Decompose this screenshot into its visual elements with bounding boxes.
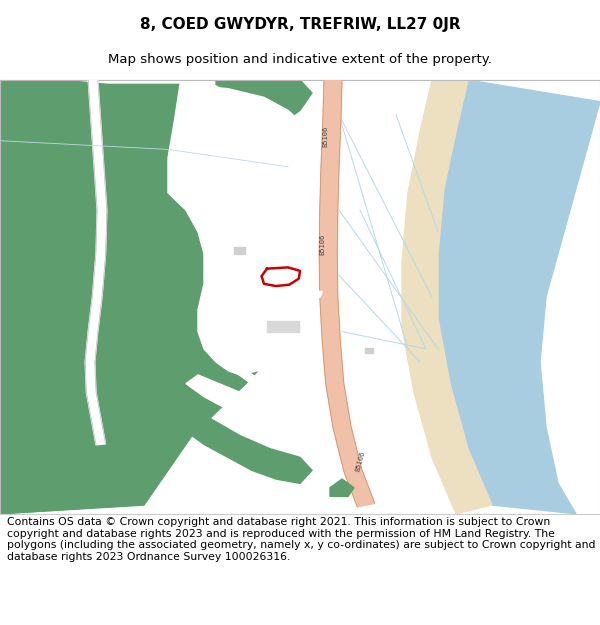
Polygon shape (365, 348, 373, 353)
Polygon shape (85, 80, 107, 445)
Polygon shape (234, 246, 245, 254)
Polygon shape (168, 84, 315, 375)
Polygon shape (216, 80, 312, 119)
Text: B5106: B5106 (355, 451, 365, 472)
Polygon shape (330, 479, 354, 496)
Polygon shape (0, 80, 258, 514)
Polygon shape (402, 80, 492, 514)
Polygon shape (239, 285, 322, 298)
Text: Map shows position and indicative extent of the property.: Map shows position and indicative extent… (108, 54, 492, 66)
Polygon shape (267, 321, 299, 332)
Text: B5106: B5106 (323, 126, 329, 147)
Polygon shape (319, 80, 374, 507)
Polygon shape (162, 392, 312, 483)
Polygon shape (186, 375, 336, 444)
Text: Contains OS data © Crown copyright and database right 2021. This information is : Contains OS data © Crown copyright and d… (7, 517, 596, 562)
Polygon shape (236, 368, 324, 425)
Polygon shape (438, 80, 600, 514)
Text: 8, COED GWYDYR, TREFRIW, LL27 0JR: 8, COED GWYDYR, TREFRIW, LL27 0JR (140, 16, 460, 31)
Polygon shape (0, 271, 144, 514)
Polygon shape (262, 268, 300, 286)
Text: B5106: B5106 (319, 234, 325, 256)
